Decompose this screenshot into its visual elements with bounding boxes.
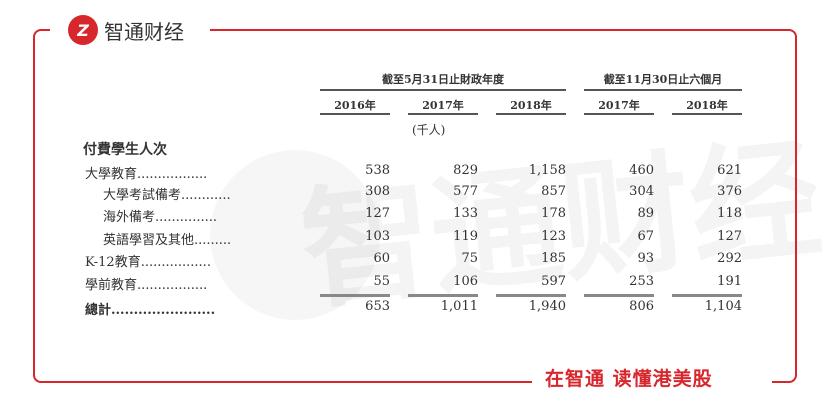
row-label: 大學考試備考............ [103,188,231,203]
cell-value: 253 [629,274,654,289]
cell-value: 292 [717,251,742,266]
cell-value: 191 [717,274,742,289]
cell-value: 93 [637,251,654,266]
total-label: 總計....................... [85,303,216,318]
divider [496,113,566,115]
total-value: 653 [365,299,390,314]
total-value: 1,104 [704,299,742,314]
row-label: K-12教育................. [85,255,211,270]
logo-icon: Z [68,15,98,45]
cell-value: 75 [461,251,478,266]
cell-value: 577 [453,184,478,199]
cell-value: 119 [453,229,478,244]
cell-value: 89 [637,206,654,221]
cell-value: 67 [637,229,654,244]
cell-value: 103 [365,229,390,244]
cell-value: 55 [373,274,390,289]
total-divider [408,294,478,297]
logo-text: 智通财经 [104,19,184,44]
year-header: 2018年 [686,99,728,112]
cell-value: 597 [541,274,566,289]
section-title: 付費學生人次 [83,142,167,158]
total-divider [320,294,390,297]
cell-value: 621 [717,163,742,178]
cell-value: 308 [365,184,390,199]
divider [584,113,654,115]
divider [584,89,742,91]
cell-value: 185 [541,251,566,266]
year-header: 2017年 [598,99,640,112]
total-value: 1,940 [528,299,566,314]
cell-value: 106 [453,274,478,289]
total-value: 806 [629,299,654,314]
divider [672,113,742,115]
divider [320,113,390,115]
cell-value: 304 [629,184,654,199]
cell-value: 460 [629,163,654,178]
year-header: 2016年 [334,99,376,112]
year-header: 2018年 [510,99,552,112]
divider [320,89,566,91]
cell-value: 538 [365,163,390,178]
total-divider [496,294,566,297]
divider [408,113,478,115]
total-divider [672,294,742,297]
row-label: 英語學習及其他......... [103,233,232,248]
row-label: 海外備考............... [103,210,217,225]
cell-value: 376 [717,184,742,199]
group-header-six-months: 截至11月30日止六個月 [603,73,723,86]
cell-value: 857 [541,184,566,199]
total-divider [584,294,654,297]
cell-value: 60 [373,251,390,266]
cell-value: 178 [541,206,566,221]
cell-value: 118 [717,206,742,221]
logo: Z 智通财经 [68,15,184,45]
group-header-fiscal: 截至5月31日止財政年度 [382,73,504,86]
cell-value: 127 [365,206,390,221]
year-header: 2017年 [422,99,464,112]
cell-value: 127 [717,229,742,244]
cell-value: 829 [453,163,478,178]
total-value: 1,011 [440,299,478,314]
cell-value: 133 [453,206,478,221]
row-label: 學前教育................. [85,278,208,293]
red-frame [33,29,797,383]
cell-value: 123 [541,229,566,244]
cell-value: 1,158 [528,163,566,178]
footer-slogan: 在智通 读懂港美股 [545,368,713,390]
row-label: 大學教育................. [85,167,208,182]
unit-label: (千人) [412,123,446,137]
